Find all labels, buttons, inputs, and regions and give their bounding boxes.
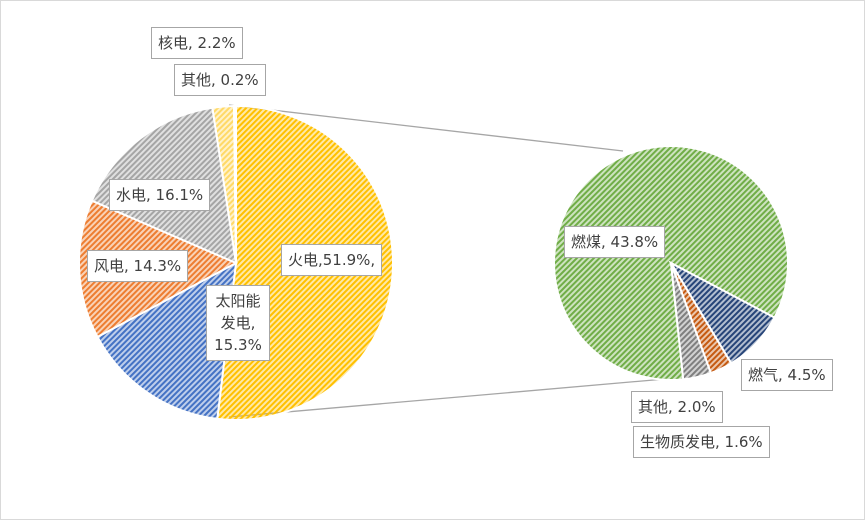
connector-line [228, 378, 666, 418]
data-label: 燃气, 4.5% [741, 359, 833, 391]
data-label: 其他, 2.0% [631, 391, 723, 423]
data-label: 核电, 2.2% [151, 27, 243, 59]
pie-slice [670, 262, 713, 381]
data-label: 其他, 0.2% [174, 64, 266, 96]
connector-line [228, 104, 624, 152]
data-label: 水电, 16.1% [109, 179, 211, 211]
data-label: 太阳能发电, 15.3% [206, 285, 270, 361]
data-label: 燃煤, 43.8% [564, 226, 666, 258]
data-label: 火电,51.9%, [281, 244, 383, 276]
pie-slice [96, 261, 238, 420]
pie-slice [233, 104, 237, 264]
data-label: 风电, 14.3% [87, 250, 189, 282]
data-label: 生物质发电, 1.6% [633, 426, 770, 458]
